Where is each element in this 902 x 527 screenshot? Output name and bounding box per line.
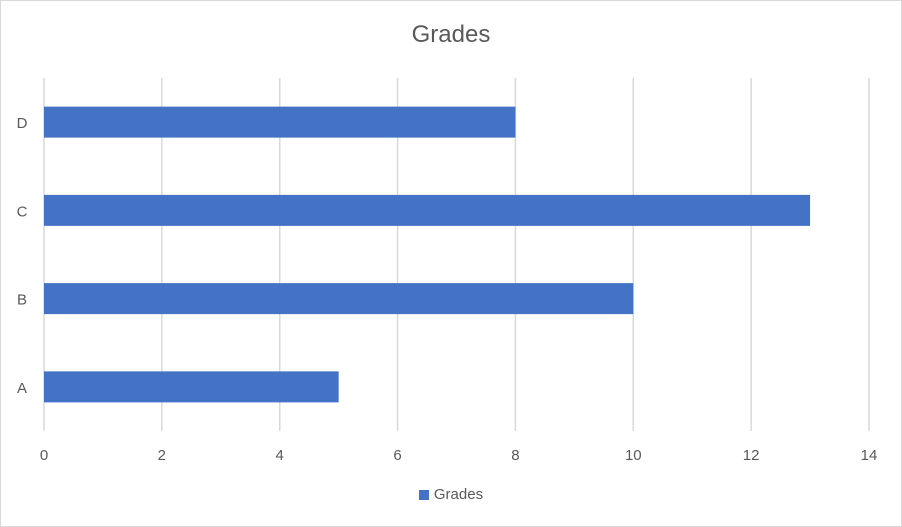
x-tick-label-2: 2 (158, 447, 166, 464)
bar-d (44, 106, 516, 138)
category-label-c: C (17, 203, 28, 220)
category-label-b: B (17, 292, 27, 309)
x-tick-label-12: 12 (743, 447, 760, 464)
category-axis-labels: A B C D (17, 115, 28, 397)
legend: Grades (1, 486, 901, 503)
x-tick-label-10: 10 (625, 447, 642, 464)
bars (44, 106, 811, 403)
value-axis-labels: 0 2 4 6 8 10 12 14 (40, 447, 878, 464)
x-tick-label-14: 14 (861, 447, 878, 464)
x-tick-label-8: 8 (511, 447, 519, 464)
x-tick-label-4: 4 (276, 447, 284, 464)
legend-swatch (418, 489, 429, 500)
bar-a (44, 371, 339, 403)
x-tick-label-0: 0 (40, 447, 48, 464)
chart-title: Grades (411, 21, 491, 48)
category-label-d: D (17, 115, 28, 132)
category-label-a: A (17, 380, 27, 397)
legend-label: Grades (433, 486, 484, 503)
bar-b (44, 283, 634, 315)
x-tick-label-6: 6 (393, 447, 401, 464)
bar-c (44, 194, 811, 226)
